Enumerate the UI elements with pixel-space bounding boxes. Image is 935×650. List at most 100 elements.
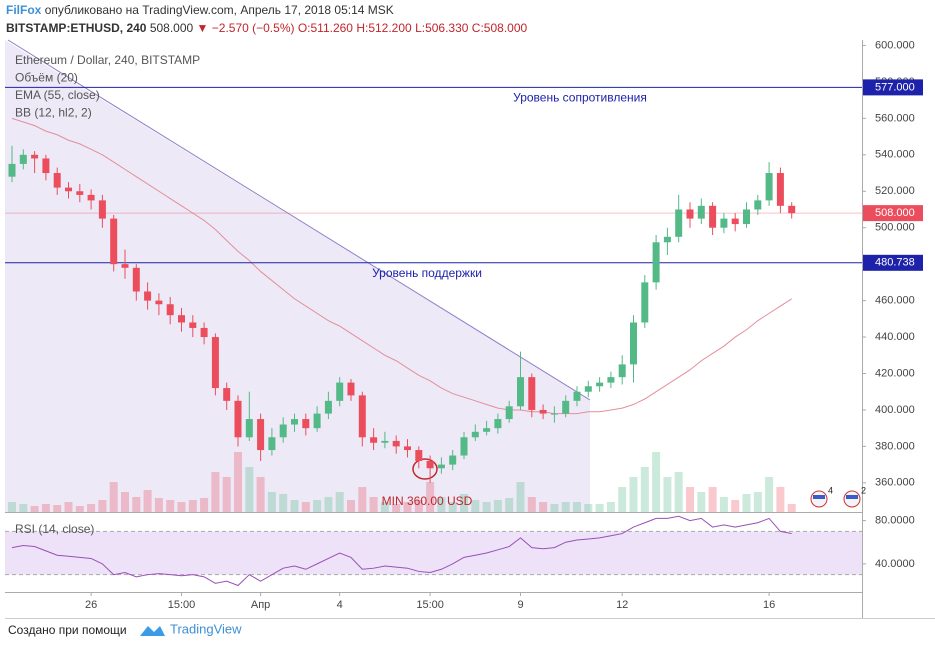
volume-bar (550, 504, 559, 512)
x-tick-label: 15:00 (416, 599, 444, 611)
volume-bar (267, 492, 276, 512)
volume-bar (324, 497, 333, 512)
volume-bar (426, 482, 435, 512)
y-tick-label: 440.000 (875, 331, 915, 343)
volume-bar (731, 500, 740, 512)
candle-body (596, 382, 604, 387)
volume-bar (618, 487, 627, 512)
candle-body (302, 419, 310, 429)
volume-bar (414, 500, 423, 512)
volume-bar (753, 492, 762, 512)
candle-body (200, 327, 208, 338)
volume-bar (143, 490, 152, 512)
candle-body (471, 431, 479, 438)
volume-bar (606, 502, 615, 512)
volume-bar (200, 498, 209, 512)
volume-bar (787, 504, 796, 512)
low: L:506.330 (415, 21, 469, 35)
candle-body (65, 187, 72, 192)
volume-bar (98, 500, 107, 512)
volume-bar (64, 502, 73, 512)
volume-bar (708, 487, 717, 512)
volume-bar (584, 504, 593, 512)
volume-bar (234, 452, 242, 512)
volume-bar (697, 492, 706, 512)
volume-bar (380, 502, 389, 512)
volume-bar (482, 502, 491, 512)
candle-body (257, 419, 265, 451)
candle-body (155, 300, 163, 305)
y-tick-label: 560.000 (875, 112, 915, 124)
volume-bar (742, 494, 751, 512)
candle-body (743, 209, 750, 225)
level-price-tag (863, 79, 923, 96)
volume-bar (516, 482, 525, 512)
y-tick-label: 400.000 (875, 404, 915, 416)
y-tick-label: 600.000 (875, 39, 915, 51)
level-price-label: 480.738 (875, 257, 915, 269)
volume-bar (256, 477, 265, 512)
min-note: MIN 360.00 USD (382, 494, 473, 508)
volume-bar (765, 477, 774, 512)
candle-body (121, 264, 129, 268)
candle-body (776, 173, 784, 206)
volume-bar (674, 472, 683, 512)
x-tick-label: 9 (517, 599, 523, 611)
candle-body (347, 382, 355, 396)
candle-body (189, 322, 197, 328)
volume-bar (245, 467, 254, 512)
candle-body (110, 218, 118, 265)
candle-body (98, 200, 106, 219)
candle-body (720, 218, 728, 228)
volume-bar (279, 494, 288, 512)
volume-bar (663, 477, 672, 512)
tv-logo[interactable]: TradingView (140, 621, 242, 636)
candle-body (132, 267, 140, 292)
volume-bar (290, 500, 299, 512)
candle-body (87, 194, 95, 201)
change: ▼ −2.570 (−0.5%) (196, 21, 295, 35)
legend-entry: Объём (20) (15, 71, 78, 85)
candle-body (268, 437, 276, 451)
candle-body (686, 209, 694, 219)
candle-body (336, 382, 344, 401)
event-flag (813, 495, 825, 499)
volume-bar (448, 502, 457, 512)
candle-body (675, 209, 683, 237)
volume-bar (154, 498, 163, 512)
x-tick-label: 26 (85, 599, 97, 611)
candle-body (709, 205, 717, 228)
badge-count: 2 (861, 485, 866, 495)
volume-bar (686, 487, 694, 512)
rsi-y-tick-label: 40.0000 (875, 558, 915, 570)
candle-body (697, 205, 705, 219)
candle-body (19, 154, 27, 164)
candle-body (426, 460, 434, 469)
candle-body (460, 437, 468, 456)
candle-body (663, 236, 671, 243)
volume-bar (403, 502, 412, 512)
high: H:512.200 (356, 21, 412, 35)
y-tick-label: 380.000 (875, 440, 915, 452)
volume-bar (335, 492, 344, 512)
candle-body (166, 304, 174, 316)
level-price-tag (863, 254, 923, 271)
candle-body (562, 400, 570, 414)
candle-body (178, 315, 185, 323)
level-price-label: 577.000 (875, 81, 915, 93)
tv-logo-icon[interactable] (140, 626, 165, 636)
volume-bar (471, 500, 480, 512)
x-tick-label: 15:00 (168, 599, 196, 611)
candle-body (437, 464, 445, 469)
volume-bar (301, 502, 310, 512)
volume-bar (53, 505, 62, 512)
volume-bar (719, 497, 728, 512)
volume-bar (776, 487, 785, 512)
candle-body (291, 419, 298, 425)
candle-body (494, 419, 502, 429)
author[interactable]: FilFox (6, 3, 42, 17)
rsi-title: RSI (14, close) (15, 522, 94, 536)
min-circle (412, 458, 438, 480)
footer-brand[interactable]: TradingView (170, 621, 242, 636)
candle-body (731, 218, 739, 225)
